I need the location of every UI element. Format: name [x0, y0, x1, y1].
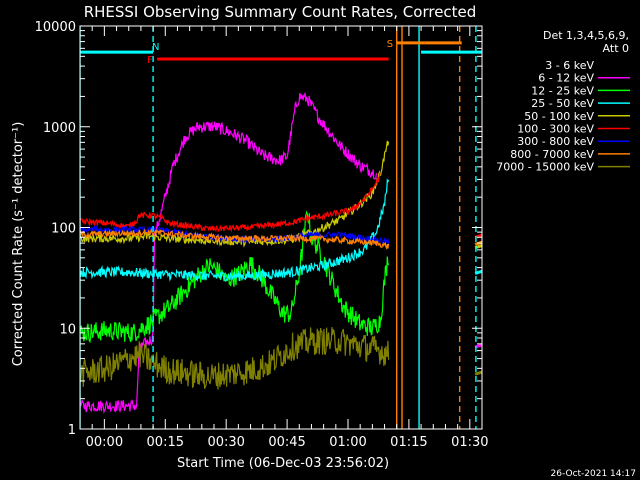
series-line-800-7000-kev [80, 227, 390, 250]
legend-label: 6 - 12 keV [538, 72, 594, 85]
legend-header: Att 0 [603, 42, 629, 55]
legend-label: 50 - 100 keV [524, 110, 594, 123]
x-tick-label: 01:30 [451, 435, 488, 450]
legend-label: 7000 - 15000 keV [496, 161, 594, 174]
x-tick-label: 00:45 [268, 435, 305, 450]
series-line-25-50-kev [80, 178, 390, 283]
x-tick-label: 00:30 [207, 435, 244, 450]
annotation-label: N [152, 42, 159, 53]
post-gap-segment [474, 370, 482, 376]
y-tick-label: 10000 [35, 20, 76, 35]
series-line-7000-15000-kev [80, 326, 390, 390]
y-tick-label: 100 [51, 222, 76, 237]
legend-label: 800 - 7000 keV [510, 148, 594, 161]
y-axis-label: Corrected Count Rate (s⁻¹ detector⁻¹) [11, 122, 26, 367]
post-gap-segment [474, 269, 482, 275]
series-line-6-12-kev [80, 92, 377, 414]
legend-header: Det 1,3,4,5,6,9, [543, 29, 629, 42]
annotation-label: F [147, 55, 153, 66]
x-tick-label: 01:00 [329, 435, 366, 450]
y-tick-label: 10 [59, 322, 76, 337]
annotation-label: S [387, 39, 393, 50]
legend-label: 25 - 50 keV [531, 97, 594, 110]
y-tick-label: 1000 [43, 121, 76, 136]
x-axis-label: Start Time (06-Dec-03 23:56:02) [177, 456, 389, 471]
x-tick-label: 00:00 [86, 435, 123, 450]
legend-label: 300 - 800 keV [517, 135, 594, 148]
legend-label: 3 - 6 keV [545, 59, 594, 72]
timestamp: 26-Oct-2021 14:17 [551, 469, 636, 479]
chart-title: RHESSI Observing Summary Count Rates, Co… [84, 3, 477, 21]
legend-label: 12 - 25 keV [531, 84, 594, 97]
legend-label: 100 - 300 keV [517, 123, 594, 136]
x-tick-label: 01:15 [390, 435, 427, 450]
y-tick-label: 1 [68, 423, 76, 438]
x-tick-label: 00:15 [147, 435, 184, 450]
